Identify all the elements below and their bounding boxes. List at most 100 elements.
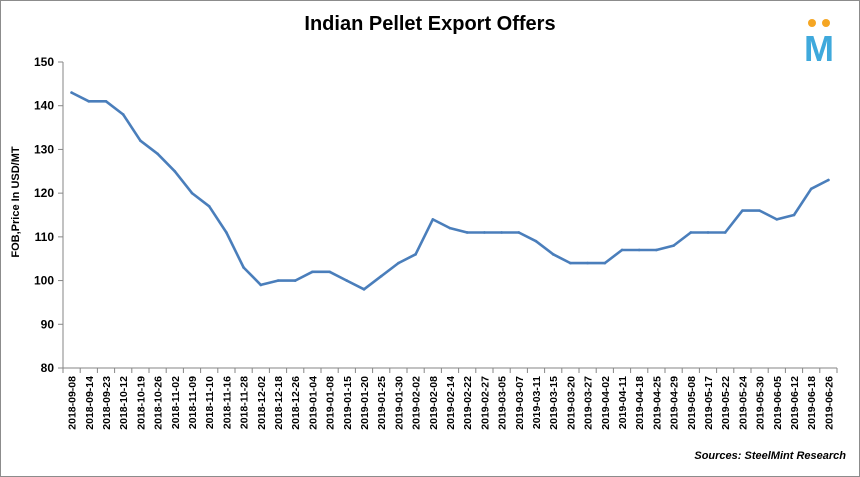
data-point (534, 239, 538, 243)
x-tick-label: 2018-11-10 (204, 376, 216, 429)
x-tick-label: 2019-01-25 (376, 376, 388, 430)
data-point (551, 253, 555, 256)
x-tick-label: 2019-06-05 (772, 376, 784, 430)
y-tick-label: 90 (41, 317, 55, 331)
x-tick-label: 2019-01-15 (342, 376, 354, 430)
x-tick-label: 2019-05-17 (703, 376, 715, 430)
data-point (87, 100, 91, 103)
data-point (809, 187, 813, 191)
x-tick-label: 2019-01-08 (325, 376, 337, 430)
x-tick-label: 2018-09-23 (101, 376, 113, 430)
x-tick-label: 2019-04-02 (600, 376, 612, 430)
data-point (345, 279, 349, 282)
data-point (483, 231, 486, 234)
x-tick-label: 2019-03-15 (548, 376, 560, 430)
data-point (620, 248, 624, 252)
series-lines (70, 91, 830, 291)
data-point (104, 100, 108, 103)
x-tick-label: 2018-09-08 (67, 376, 79, 430)
source-note: Sources: SteelMint Research (694, 450, 846, 462)
data-point (792, 213, 796, 217)
series-line (70, 91, 830, 291)
data-point (586, 261, 589, 265)
data-point (603, 261, 607, 265)
x-tick-label: 2019-04-11 (617, 376, 629, 429)
data-point (500, 231, 503, 234)
data-point (741, 209, 744, 212)
x-tick-label: 2019-01-30 (393, 376, 405, 430)
x-tick-label: 2019-01-20 (359, 376, 371, 430)
data-point (328, 270, 331, 274)
x-tick-label: 2018-12-26 (290, 376, 302, 430)
data-point (448, 226, 452, 230)
data-point (311, 270, 314, 274)
data-point (465, 231, 469, 234)
data-point (259, 283, 263, 287)
x-tick-label: 2019-04-18 (634, 376, 646, 430)
data-point (414, 253, 417, 256)
x-tick-label: 2018-12-18 (273, 376, 285, 430)
data-point (569, 261, 572, 265)
x-tick-label: 2018-11-16 (221, 376, 233, 429)
x-tick-label: 2019-05-24 (737, 376, 749, 430)
x-tick-label: 2018-09-14 (84, 376, 96, 430)
data-point (431, 218, 435, 221)
x-tick-label: 2019-02-14 (445, 376, 457, 430)
y-tick-label: 130 (34, 142, 54, 156)
logo-dot-right (822, 19, 830, 27)
x-tick-label: 2018-11-09 (187, 376, 199, 429)
y-tick-label: 150 (34, 55, 54, 69)
x-tick-label: 2019-02-08 (428, 376, 440, 430)
data-point (242, 266, 245, 269)
y-tick-label: 140 (34, 99, 54, 113)
x-tick-label: 2019-03-27 (583, 376, 595, 430)
y-tick-label: 100 (34, 274, 54, 288)
data-point (655, 248, 658, 252)
data-point (190, 191, 194, 195)
data-point (723, 231, 727, 234)
y-axis-label: FOB,Price In USD/MT (10, 146, 22, 258)
y-tick-label: 80 (41, 361, 55, 375)
x-tick-label: 2019-03-05 (497, 376, 509, 430)
x-tick-label: 2018-10-19 (135, 376, 147, 430)
y-tick-label: 110 (35, 230, 55, 244)
x-tick-label: 2019-04-25 (651, 376, 663, 430)
x-tick-label: 2019-06-18 (806, 376, 818, 430)
x-tick-label: 2019-05-08 (686, 376, 698, 430)
x-tick-label: 2019-03-20 (565, 376, 577, 430)
x-tick-labels: 2018-09-08 2018-09-14 2018-09-23 2018-10-12… (67, 376, 836, 430)
data-point (706, 231, 710, 234)
x-tick-label: 2019-06-12 (789, 376, 801, 430)
x-tick-label: 2019-05-22 (720, 376, 732, 430)
x-tick-label: 2019-02-27 (479, 376, 491, 430)
x-tick-label: 2019-05-30 (755, 376, 767, 430)
data-point (139, 139, 142, 142)
data-point (293, 279, 297, 282)
x-tick-label: 2019-01-04 (307, 376, 319, 430)
data-point (517, 231, 521, 234)
data-point (70, 91, 73, 94)
x-tick-label: 2019-04-29 (669, 376, 681, 430)
x-tick-label: 2019-06-26 (823, 376, 835, 430)
data-point (775, 218, 779, 221)
x-tick-label: 2018-12-02 (256, 376, 268, 430)
chart-axes (58, 61, 838, 373)
data-point (637, 248, 641, 252)
data-point (173, 169, 177, 173)
y-tick-labels: 80 90 100 110 120 130 140 150 (34, 55, 54, 375)
data-point (121, 113, 125, 116)
steelmint-logo: M (804, 19, 834, 65)
data-point (758, 209, 761, 212)
data-point (207, 204, 211, 208)
x-tick-label: 2019-02-22 (462, 376, 474, 430)
logo-letter: M (804, 28, 834, 65)
x-tick-label: 2019-03-11 (531, 376, 543, 429)
data-point (276, 279, 280, 282)
data-point (827, 178, 830, 182)
y-tick-label: 120 (34, 186, 54, 200)
x-tick-label: 2018-10-26 (153, 376, 165, 430)
data-point (397, 261, 400, 265)
data-point (672, 244, 675, 247)
